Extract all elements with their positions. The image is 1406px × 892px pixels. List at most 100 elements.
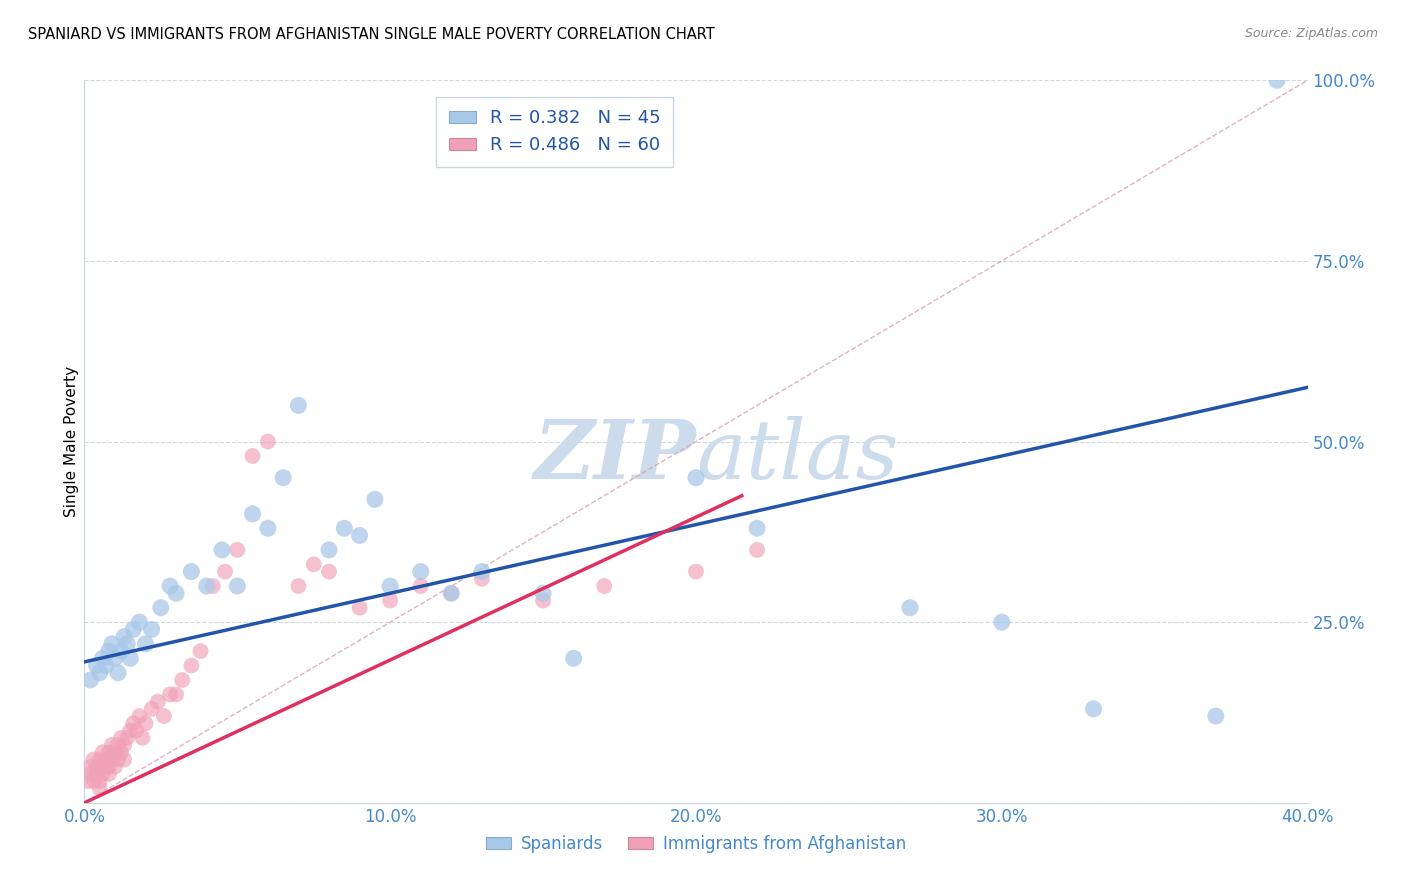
Point bbox=[380, 579, 402, 593]
Point bbox=[349, 600, 371, 615]
Point bbox=[79, 767, 101, 781]
Point bbox=[107, 752, 129, 766]
Point bbox=[409, 565, 432, 579]
Point bbox=[112, 738, 135, 752]
Point bbox=[141, 623, 163, 637]
Point bbox=[89, 781, 111, 796]
Point bbox=[104, 745, 127, 759]
Point bbox=[83, 774, 105, 789]
Point bbox=[86, 767, 108, 781]
Point bbox=[131, 731, 153, 745]
Point bbox=[97, 760, 120, 774]
Point bbox=[135, 637, 157, 651]
Point bbox=[180, 565, 202, 579]
Point bbox=[91, 760, 114, 774]
Point bbox=[685, 565, 707, 579]
Point bbox=[89, 665, 111, 680]
Point bbox=[685, 470, 707, 484]
Point bbox=[747, 521, 769, 535]
Point bbox=[94, 760, 117, 774]
Point bbox=[91, 651, 114, 665]
Point bbox=[302, 558, 325, 572]
Point bbox=[271, 470, 294, 484]
Point bbox=[211, 542, 233, 557]
Point bbox=[180, 658, 202, 673]
Point bbox=[471, 565, 494, 579]
Point bbox=[159, 687, 181, 701]
Point bbox=[159, 579, 181, 593]
Point bbox=[94, 658, 117, 673]
Point bbox=[991, 615, 1014, 630]
Point bbox=[172, 673, 194, 687]
Point bbox=[195, 579, 218, 593]
Point bbox=[110, 644, 132, 658]
Point bbox=[242, 449, 264, 463]
Point bbox=[101, 752, 124, 766]
Point bbox=[79, 673, 101, 687]
Point bbox=[94, 752, 117, 766]
Point bbox=[1265, 73, 1288, 87]
Point bbox=[898, 600, 921, 615]
Point bbox=[1205, 709, 1227, 723]
Point bbox=[110, 745, 132, 759]
Point bbox=[190, 644, 212, 658]
Text: SPANIARD VS IMMIGRANTS FROM AFGHANISTAN SINGLE MALE POVERTY CORRELATION CHART: SPANIARD VS IMMIGRANTS FROM AFGHANISTAN … bbox=[28, 27, 714, 42]
Point bbox=[107, 738, 129, 752]
Point bbox=[104, 651, 127, 665]
Point bbox=[226, 579, 249, 593]
Y-axis label: Single Male Poverty: Single Male Poverty bbox=[63, 366, 79, 517]
Point bbox=[110, 731, 132, 745]
Point bbox=[214, 565, 236, 579]
Point bbox=[153, 709, 176, 723]
Point bbox=[112, 752, 135, 766]
Point bbox=[122, 623, 145, 637]
Point bbox=[287, 398, 309, 412]
Point bbox=[86, 760, 108, 774]
Point bbox=[120, 723, 142, 738]
Legend: Spaniards, Immigrants from Afghanistan: Spaniards, Immigrants from Afghanistan bbox=[479, 828, 912, 860]
Point bbox=[115, 731, 138, 745]
Point bbox=[146, 695, 169, 709]
Point bbox=[128, 709, 150, 723]
Point bbox=[112, 630, 135, 644]
Point bbox=[149, 600, 172, 615]
Point bbox=[380, 593, 402, 607]
Point bbox=[471, 572, 494, 586]
Point bbox=[97, 767, 120, 781]
Point bbox=[257, 521, 280, 535]
Point bbox=[201, 579, 224, 593]
Point bbox=[562, 651, 585, 665]
Point bbox=[531, 593, 554, 607]
Point bbox=[747, 542, 769, 557]
Point bbox=[91, 767, 114, 781]
Text: Source: ZipAtlas.com: Source: ZipAtlas.com bbox=[1244, 27, 1378, 40]
Point bbox=[593, 579, 616, 593]
Point bbox=[83, 752, 105, 766]
Point bbox=[165, 687, 187, 701]
Point bbox=[122, 716, 145, 731]
Point bbox=[1083, 702, 1105, 716]
Point bbox=[97, 745, 120, 759]
Point bbox=[86, 658, 108, 673]
Point bbox=[120, 651, 142, 665]
Point bbox=[349, 528, 371, 542]
Point bbox=[128, 615, 150, 630]
Point bbox=[135, 716, 157, 731]
Point bbox=[91, 745, 114, 759]
Point bbox=[409, 579, 432, 593]
Point bbox=[79, 760, 101, 774]
Point bbox=[141, 702, 163, 716]
Point bbox=[440, 586, 463, 600]
Point bbox=[107, 665, 129, 680]
Point bbox=[89, 774, 111, 789]
Point bbox=[89, 752, 111, 766]
Text: ZIP: ZIP bbox=[533, 416, 696, 496]
Point bbox=[115, 637, 138, 651]
Point bbox=[440, 586, 463, 600]
Point bbox=[101, 738, 124, 752]
Point bbox=[242, 507, 264, 521]
Point bbox=[76, 774, 98, 789]
Point bbox=[364, 492, 387, 507]
Point bbox=[165, 586, 187, 600]
Point bbox=[531, 586, 554, 600]
